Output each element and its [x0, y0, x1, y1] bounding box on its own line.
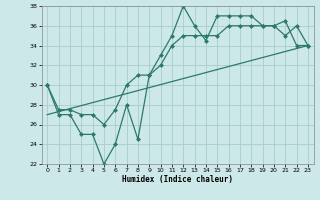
X-axis label: Humidex (Indice chaleur): Humidex (Indice chaleur) [122, 175, 233, 184]
